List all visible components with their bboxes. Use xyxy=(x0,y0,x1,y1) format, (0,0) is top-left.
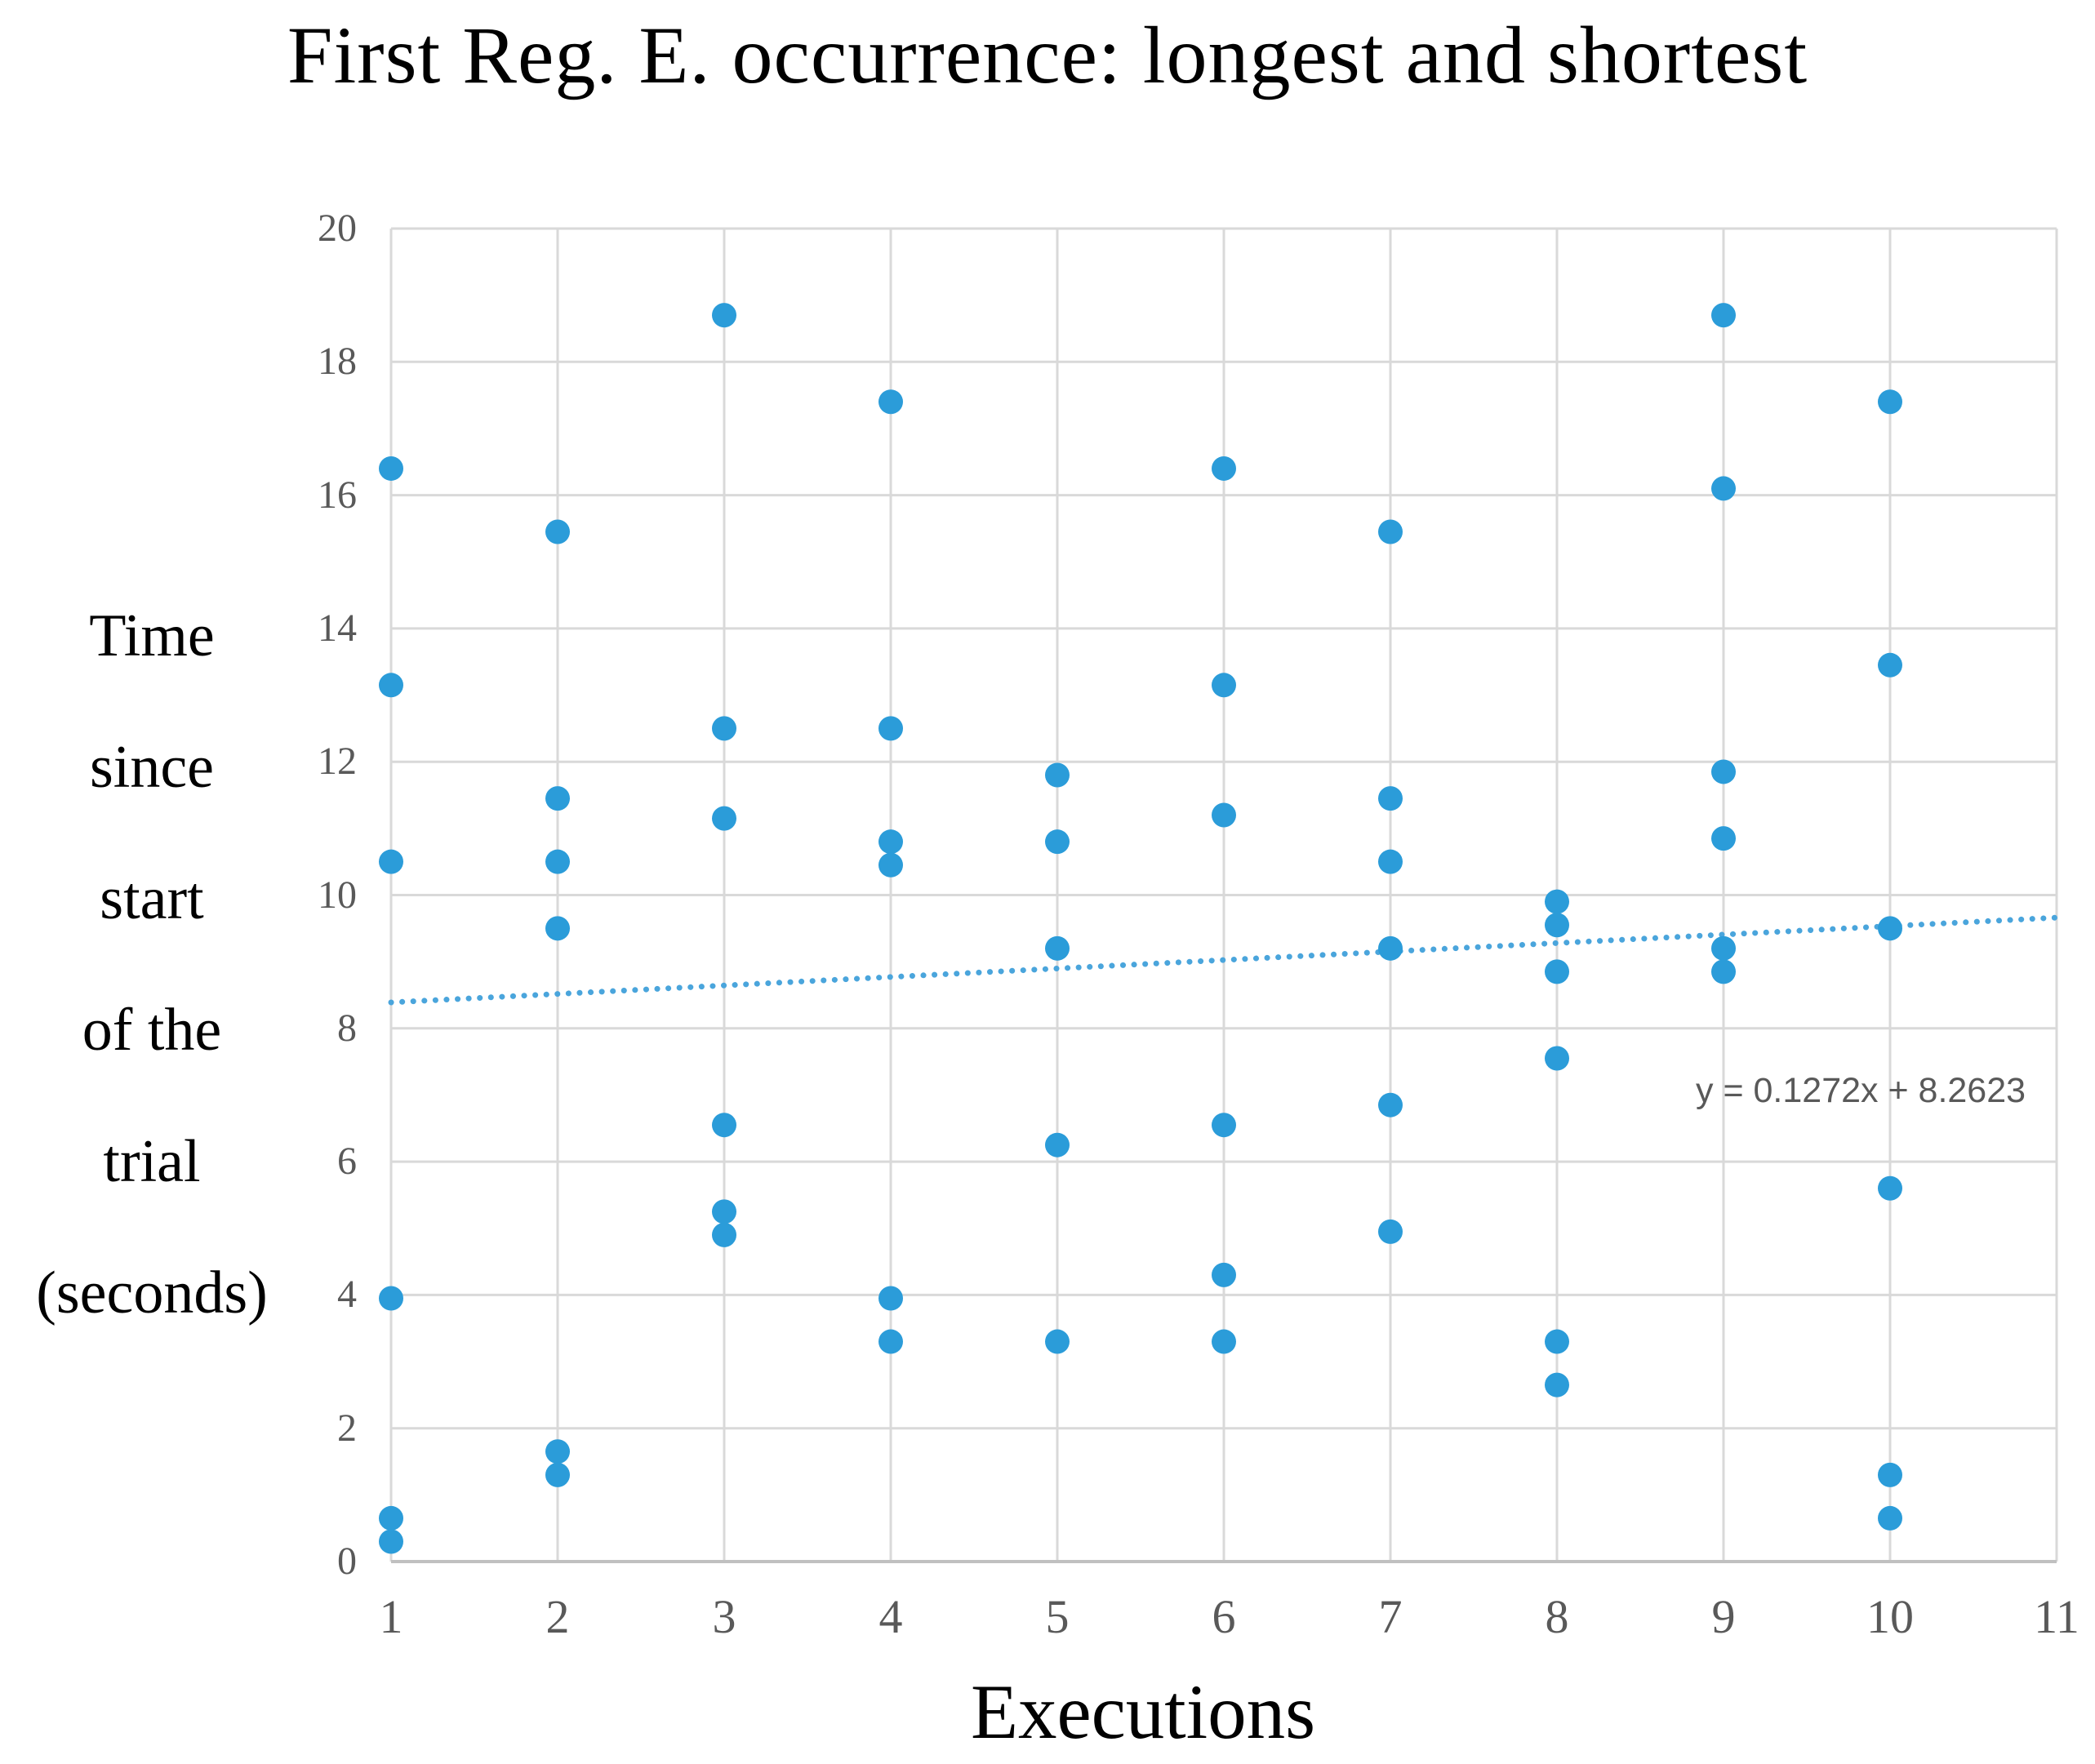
data-point xyxy=(379,455,403,481)
data-point xyxy=(545,519,570,544)
y-axis-title-line: of the xyxy=(82,997,222,1064)
data-point xyxy=(712,1113,736,1138)
data-point xyxy=(1212,1113,1236,1138)
data-point xyxy=(379,673,403,698)
data-point xyxy=(1212,673,1236,698)
x-axis-tick-label: 10 xyxy=(1866,1590,1914,1643)
trendline-equation-label: y = 0.1272x + 8.2623 xyxy=(1696,1071,2026,1110)
x-axis-tick-label: 6 xyxy=(1212,1590,1236,1643)
data-point xyxy=(878,1329,903,1354)
x-axis-tick-label: 4 xyxy=(878,1590,903,1643)
data-point xyxy=(1212,455,1236,481)
data-point xyxy=(878,716,903,741)
y-axis-title-line: (seconds) xyxy=(36,1260,268,1326)
data-point xyxy=(1212,802,1236,828)
data-point xyxy=(1878,652,1902,678)
y-axis-tick-label: 4 xyxy=(337,1273,357,1317)
data-point xyxy=(545,849,570,874)
y-axis-title-line: since xyxy=(89,734,215,801)
data-point xyxy=(878,852,903,878)
data-point xyxy=(1045,829,1070,855)
y-axis-tick-label: 16 xyxy=(318,473,357,517)
data-point xyxy=(712,806,736,831)
data-point xyxy=(379,1529,403,1554)
data-point xyxy=(1878,1462,1902,1487)
data-point xyxy=(1545,889,1569,914)
y-axis-tick-label: 20 xyxy=(318,207,357,250)
data-point xyxy=(545,786,570,811)
data-point xyxy=(545,916,570,941)
data-point xyxy=(1711,826,1736,851)
y-axis-tick-label: 18 xyxy=(318,340,357,384)
data-point xyxy=(712,1199,736,1224)
x-axis-title: Executions xyxy=(970,1668,1316,1755)
x-axis-tick-label: 8 xyxy=(1545,1590,1569,1643)
data-point xyxy=(712,303,736,328)
data-point xyxy=(379,1286,403,1311)
data-point xyxy=(712,1222,736,1247)
data-point xyxy=(1378,1219,1403,1244)
data-point xyxy=(878,829,903,855)
data-point xyxy=(379,849,403,874)
data-point xyxy=(1878,1505,1902,1531)
x-axis-tick-label: 11 xyxy=(2034,1590,2079,1643)
y-axis-title-line: trial xyxy=(103,1128,201,1195)
data-point xyxy=(1378,786,1403,811)
data-point xyxy=(1711,935,1736,961)
x-axis-tick-label: 5 xyxy=(1045,1590,1070,1643)
data-point xyxy=(878,1286,903,1311)
data-point xyxy=(1378,849,1403,874)
data-point xyxy=(1378,1092,1403,1117)
y-axis-tick-label: 6 xyxy=(337,1140,357,1184)
y-axis-title-line: start xyxy=(100,865,204,932)
data-point xyxy=(1878,389,1902,415)
data-point xyxy=(1378,519,1403,544)
data-point xyxy=(1545,959,1569,984)
data-point xyxy=(1545,1329,1569,1354)
data-point xyxy=(1545,913,1569,938)
data-point xyxy=(1212,1262,1236,1287)
data-point xyxy=(545,1439,570,1464)
data-point xyxy=(1045,935,1070,961)
y-axis-tick-label: 8 xyxy=(337,1006,357,1050)
data-point xyxy=(1045,762,1070,788)
data-point xyxy=(379,1505,403,1531)
chart-title: First Reg. E. occurrence: longest and sh… xyxy=(287,10,1808,100)
data-point xyxy=(1545,1046,1569,1071)
data-point xyxy=(545,1462,570,1487)
data-point xyxy=(1878,916,1902,941)
data-point xyxy=(1212,1329,1236,1354)
y-axis-tick-label: 10 xyxy=(318,873,357,917)
data-point xyxy=(1045,1329,1070,1354)
data-point xyxy=(1711,476,1736,501)
y-axis-title: Time since start of the trial (seconds) xyxy=(0,571,304,1359)
data-point xyxy=(1711,959,1736,984)
data-point xyxy=(1711,759,1736,784)
y-axis-title-line: Time xyxy=(89,602,215,669)
data-point xyxy=(1711,303,1736,328)
data-point xyxy=(1878,1175,1902,1201)
y-axis-tick-label: 14 xyxy=(318,606,357,650)
data-point xyxy=(712,716,736,741)
y-axis-tick-label: 2 xyxy=(337,1406,357,1450)
data-point xyxy=(1045,1132,1070,1157)
x-axis-tick-label: 9 xyxy=(1711,1590,1736,1643)
data-point xyxy=(878,389,903,415)
y-axis-tick-label: 12 xyxy=(318,740,357,784)
x-axis-tick-label: 1 xyxy=(379,1590,403,1643)
data-point xyxy=(1545,1372,1569,1397)
trendline xyxy=(388,914,2060,1006)
y-axis-tick-label: 0 xyxy=(337,1540,357,1583)
x-axis-tick-label: 7 xyxy=(1378,1590,1403,1643)
x-axis-tick-label: 3 xyxy=(712,1590,736,1643)
x-axis-tick-label: 2 xyxy=(545,1590,570,1643)
data-point xyxy=(1378,935,1403,961)
